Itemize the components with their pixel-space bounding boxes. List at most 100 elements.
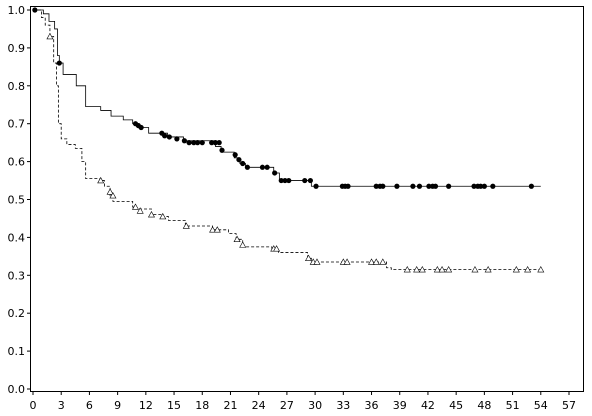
y-tick-label: 0.1 — [8, 345, 26, 358]
series-2-censor-marker — [438, 265, 446, 273]
series-2-censor-marker — [471, 265, 479, 273]
x-tick-label: 15 — [167, 399, 181, 412]
x-tick-label: 30 — [308, 399, 322, 412]
x-tick-label: 54 — [534, 399, 548, 412]
x-tick-label: 33 — [336, 399, 350, 412]
series-2-censor-marker — [305, 254, 313, 261]
x-tick-label: 24 — [252, 399, 266, 412]
series-2-censor-marker — [484, 265, 492, 273]
series-2-censor-marker — [46, 32, 54, 40]
series-1-censor-marker — [181, 138, 187, 144]
series-1-censor-marker — [216, 140, 222, 146]
series-1-censor-marker — [416, 183, 423, 189]
y-tick-label: 0.4 — [8, 231, 26, 244]
series-1-censor-marker — [272, 170, 278, 176]
series-1-censor-marker — [490, 183, 496, 189]
series-2-censor-marker — [379, 258, 387, 265]
series-1-censor-marker — [432, 183, 439, 189]
x-tick-label: 27 — [280, 399, 294, 412]
series-1-censor-marker — [244, 164, 250, 170]
y-tick-label: 0.3 — [8, 269, 26, 282]
series-2-censor-marker — [433, 265, 441, 273]
x-tick-label: 9 — [114, 399, 121, 412]
series-1-censor-marker — [373, 183, 379, 189]
series-2-censor-marker — [524, 265, 532, 273]
series-layer — [33, 9, 541, 271]
series-1-censor-marker — [194, 140, 201, 146]
series-1-censor-marker — [236, 157, 242, 163]
x-tick-label: 3 — [58, 399, 65, 412]
series-2-censor-marker — [233, 235, 241, 242]
series-1-censor-marker — [478, 183, 484, 189]
x-tick-label: 57 — [562, 399, 576, 412]
series-2-censor-marker — [368, 258, 376, 265]
series-2-censor-marker — [209, 226, 217, 233]
x-tick-label: 6 — [86, 399, 93, 412]
series-1-censor-marker — [240, 160, 246, 167]
x-tick-label: 51 — [506, 399, 520, 412]
series-1-censor-marker — [302, 177, 308, 184]
series-2-censor-marker — [97, 176, 105, 184]
series-2-censor-marker — [109, 192, 117, 199]
series-1-censor-marker — [282, 177, 288, 184]
series-1-censor-marker — [32, 7, 38, 13]
series-2-censor-marker — [239, 241, 247, 248]
series-1-censor-marker — [56, 60, 62, 66]
y-axis: 0.0 0.1 0.2 0.3 0.4 0.5 0.6 0.7 0.8 0.9 1.0 — [8, 4, 31, 396]
series-2-censor-marker — [273, 245, 281, 252]
series-2-censor-marker — [182, 222, 190, 229]
y-tick-label: 0.9 — [8, 42, 26, 55]
series-2-censor-marker — [418, 265, 426, 273]
series-1-censor-marker — [232, 152, 238, 158]
series-2-line — [33, 9, 541, 271]
series-2-censor-marker — [106, 188, 114, 195]
y-tick-label: 1.0 — [8, 4, 26, 17]
series-1-censor-marker — [209, 140, 215, 146]
series-1-censor-marker — [307, 177, 314, 184]
series-2-censor-marker — [403, 265, 411, 273]
x-tick-label: 0 — [30, 399, 37, 412]
x-tick-label: 42 — [421, 399, 435, 412]
y-tick-label: 0.5 — [8, 194, 26, 207]
series-2-censor-marker — [537, 265, 545, 273]
series-1-censor-marker — [212, 140, 219, 146]
series-1-censor-marker — [162, 133, 168, 139]
plot-frame — [30, 6, 584, 392]
y-tick-label: 0.8 — [8, 80, 26, 93]
x-tick-label: 12 — [139, 399, 153, 412]
series-2-censor-marker — [413, 265, 421, 273]
series-1-censor-marker — [199, 140, 205, 146]
y-tick-label: 0.6 — [8, 156, 26, 169]
series-1-censor-marker — [191, 140, 197, 146]
x-tick-label: 21 — [223, 399, 237, 412]
series-1-censor-marker — [259, 164, 266, 170]
x-tick-label: 39 — [393, 399, 407, 412]
series-1-censor-marker — [394, 183, 400, 189]
marker-layer — [32, 7, 545, 273]
series-2-censor-marker — [213, 226, 221, 233]
series-1-censor-marker — [286, 177, 292, 184]
series-2-censor-marker — [147, 211, 155, 218]
y-tick-label: 0.7 — [8, 118, 26, 131]
series-2-censor-marker — [372, 258, 380, 265]
series-1-censor-marker — [166, 134, 172, 140]
y-tick-label: 0.2 — [8, 307, 26, 320]
series-2-censor-marker — [343, 258, 351, 265]
x-tick-label: 18 — [195, 399, 209, 412]
series-1-censor-marker — [264, 164, 270, 170]
series-2-censor-marker — [512, 265, 520, 273]
series-1-censor-marker — [186, 140, 192, 146]
series-2-censor-marker — [445, 265, 453, 273]
x-tick-label: 36 — [365, 399, 379, 412]
series-2-censor-marker — [159, 212, 167, 220]
series-1-censor-marker — [174, 136, 180, 142]
series-1-censor-marker — [481, 183, 487, 189]
series-2-censor-marker — [131, 203, 140, 210]
x-tick-label: 45 — [449, 399, 463, 412]
series-2-censor-marker — [313, 258, 321, 265]
series-1-line — [33, 9, 541, 187]
series-1-censor-marker — [138, 124, 144, 131]
series-1-censor-marker — [528, 183, 534, 189]
series-1-censor-marker — [380, 183, 386, 189]
x-axis: 0 3 6 9 12 15 18 21 24 27 30 33 36 39 42 45 48 51 54 57 — [30, 391, 576, 412]
